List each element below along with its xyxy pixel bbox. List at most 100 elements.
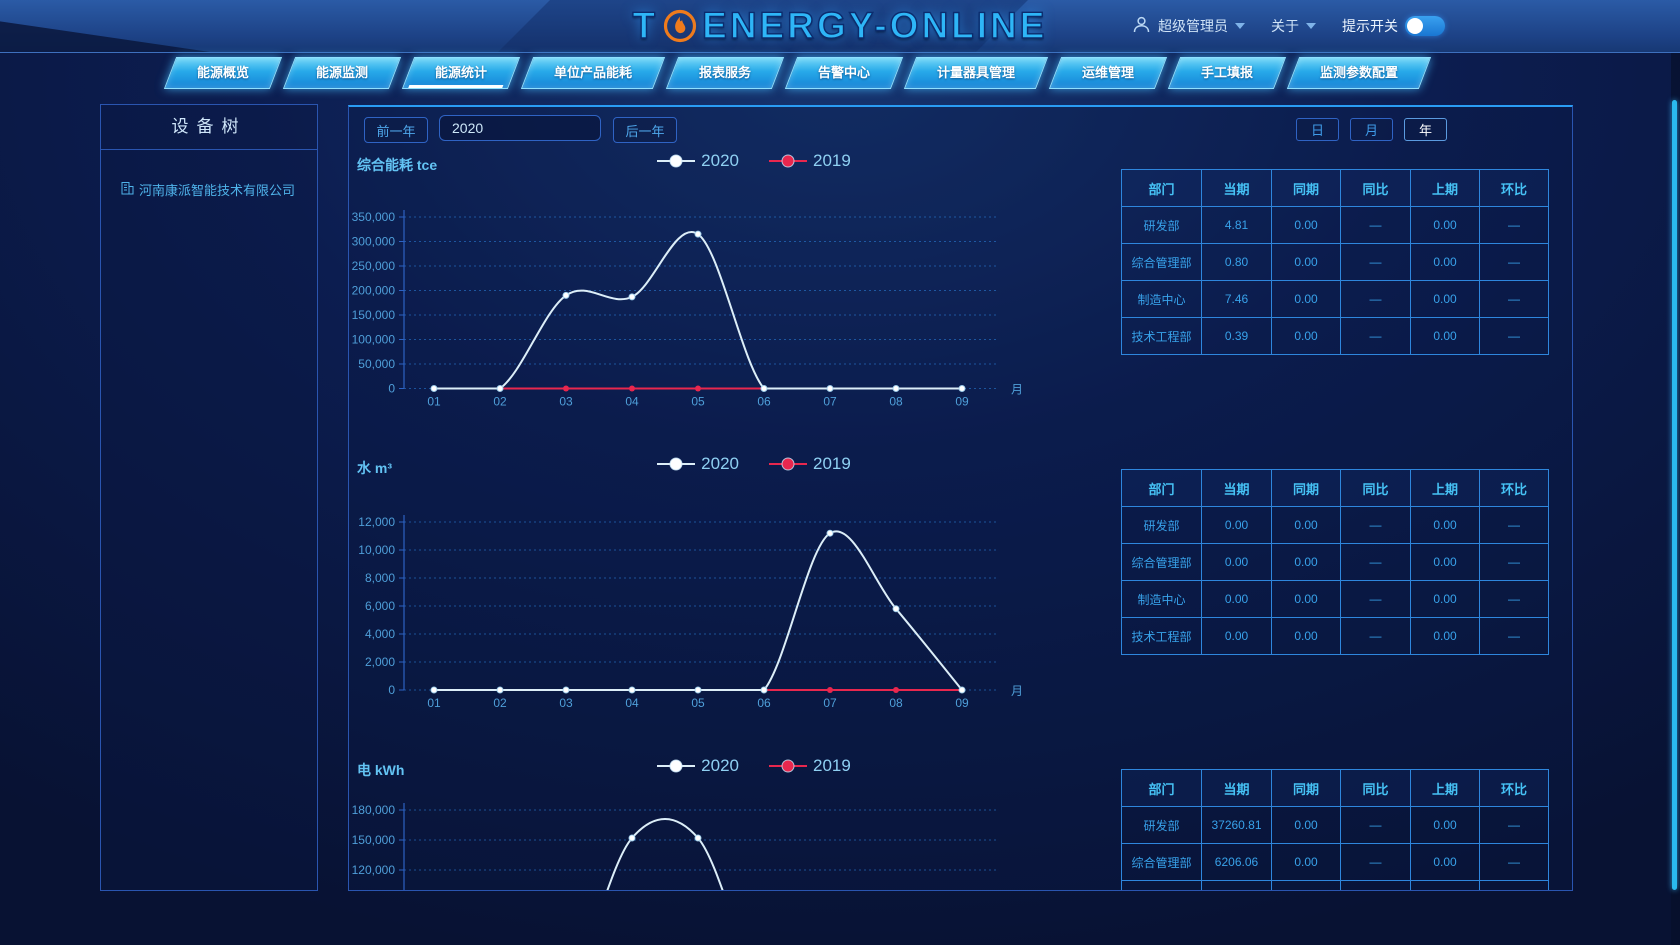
svg-text:12,000: 12,000 bbox=[358, 515, 395, 529]
tab-运维管理[interactable]: 运维管理 bbox=[1048, 57, 1168, 89]
dept-table-water: 部门 当期 同期 同比 上期 环比 研发部 0.00 0.00—0.00— 综合管理部 0.00 0.… bbox=[1121, 469, 1549, 655]
table-header-cell: 上期 bbox=[1410, 469, 1480, 507]
dept-cell: 研发部 bbox=[1121, 506, 1202, 544]
scrollbar-thumb[interactable] bbox=[1672, 100, 1677, 890]
svg-text:06: 06 bbox=[757, 696, 771, 710]
year-input[interactable] bbox=[439, 115, 601, 141]
svg-text:09: 09 bbox=[955, 395, 969, 409]
svg-text:01: 01 bbox=[427, 395, 441, 409]
legend-item-2020[interactable]: 2020 bbox=[657, 454, 739, 474]
value-cell: — bbox=[1479, 617, 1549, 655]
tips-toggle[interactable] bbox=[1405, 16, 1445, 36]
value-cell: — bbox=[1479, 243, 1549, 281]
tree-item-label: 河南康派智能技术有限公司 bbox=[139, 183, 296, 198]
table-header-cell: 同期 bbox=[1271, 469, 1341, 507]
value-cell: — bbox=[1479, 280, 1549, 318]
tab-能源监测[interactable]: 能源监测 bbox=[282, 57, 402, 89]
granularity-year[interactable]: 年 bbox=[1404, 118, 1447, 141]
svg-text:03: 03 bbox=[559, 696, 573, 710]
svg-text:180,000: 180,000 bbox=[352, 803, 396, 817]
legend-item-2019[interactable]: 2019 bbox=[769, 756, 851, 776]
dept-cell: 综合管理部 bbox=[1121, 843, 1202, 881]
table-header-cell: 同比 bbox=[1340, 169, 1411, 207]
nav-tabs: 能源概览 能源监测 能源统计 单位产品能耗 报表服务 告警中心 计量器具管理 运维管理 手工填报… bbox=[163, 57, 1432, 89]
table-row: 综合管理部 0.80 0.00—0.00— bbox=[1121, 243, 1549, 281]
legend-label: 2020 bbox=[701, 151, 739, 170]
tab-单位产品能耗[interactable]: 单位产品能耗 bbox=[520, 57, 666, 89]
table-header-row: 部门 当期 同期 同比 上期 环比 bbox=[1121, 769, 1549, 807]
about-menu[interactable]: 关于 bbox=[1271, 16, 1316, 36]
svg-text:05: 05 bbox=[691, 395, 705, 409]
tab-能源统计[interactable]: 能源统计 bbox=[401, 57, 521, 89]
legend-marker-icon bbox=[769, 154, 807, 168]
chart-title-energy: 综合能耗 tce bbox=[357, 157, 438, 173]
legend-marker-icon bbox=[769, 457, 807, 471]
value-cell: 0.00 bbox=[1271, 317, 1341, 355]
tab-计量器具管理[interactable]: 计量器具管理 bbox=[903, 57, 1049, 89]
value-cell: 0.00 bbox=[1410, 806, 1480, 844]
table-header-cell: 当期 bbox=[1201, 769, 1272, 807]
legend-item-2020[interactable]: 2020 bbox=[657, 151, 739, 171]
tree-item-company[interactable]: 河南康派智能技术有限公司 bbox=[121, 180, 317, 199]
table-row: 制造中心 7.46 0.00—0.00— bbox=[1121, 280, 1549, 318]
legend-label: 2019 bbox=[813, 454, 851, 473]
value-cell: 0.00 bbox=[1410, 243, 1480, 281]
tab-label: 告警中心 bbox=[818, 65, 871, 80]
svg-text:06: 06 bbox=[757, 395, 771, 409]
svg-text:6,000: 6,000 bbox=[365, 599, 395, 613]
tab-报表服务[interactable]: 报表服务 bbox=[665, 57, 785, 89]
value-cell: — bbox=[1340, 206, 1411, 244]
value-cell: 0.00 bbox=[1410, 580, 1480, 618]
tab-label: 能源监测 bbox=[316, 65, 369, 80]
legend-item-2019[interactable]: 2019 bbox=[769, 151, 851, 171]
svg-text:01: 01 bbox=[427, 696, 441, 710]
svg-text:200,000: 200,000 bbox=[352, 284, 396, 298]
tab-监测参数配置[interactable]: 监测参数配置 bbox=[1286, 57, 1432, 89]
tab-label: 报表服务 bbox=[699, 65, 752, 80]
legend-item-2019[interactable]: 2019 bbox=[769, 454, 851, 474]
svg-text:10,000: 10,000 bbox=[358, 543, 395, 557]
svg-text:07: 07 bbox=[823, 696, 837, 710]
granularity-month[interactable]: 月 bbox=[1350, 118, 1393, 141]
value-cell: 4.81 bbox=[1201, 206, 1272, 244]
user-menu[interactable]: 超级管理员 bbox=[1132, 15, 1245, 37]
value-cell: 6206.06 bbox=[1201, 843, 1272, 881]
caret-down-icon bbox=[1306, 23, 1316, 29]
value-cell: — bbox=[1479, 580, 1549, 618]
value-cell: 0.00 bbox=[1410, 506, 1480, 544]
svg-text:月: 月 bbox=[1011, 684, 1023, 698]
tab-label: 运维管理 bbox=[1082, 65, 1135, 80]
logo-strip bbox=[498, 0, 1028, 52]
value-cell: 0.00 bbox=[1201, 506, 1272, 544]
next-year-button[interactable]: 后一年 bbox=[613, 117, 677, 143]
svg-text:04: 04 bbox=[625, 696, 639, 710]
chart-legend-energy: 2020 2019 bbox=[589, 151, 919, 171]
user-icon bbox=[1132, 15, 1151, 37]
dept-table-energy: 部门 当期 同期 同比 上期 环比 研发部 4.81 0.00—0.00— 综合管理部 0.80 0.… bbox=[1121, 169, 1549, 355]
tab-手工填报[interactable]: 手工填报 bbox=[1167, 57, 1287, 89]
line-chart-energy: 0 50,000 100,000 150,000 200,000 250,000 300,0… bbox=[352, 210, 1023, 409]
tab-label: 能源概览 bbox=[197, 65, 250, 80]
value-cell: 0.00 bbox=[1271, 806, 1341, 844]
dept-cell: 制造中心 bbox=[1121, 580, 1202, 618]
value-cell: — bbox=[1479, 206, 1549, 244]
table-header-cell: 环比 bbox=[1479, 169, 1549, 207]
value-cell: 0.00 bbox=[1410, 206, 1480, 244]
prev-year-button[interactable]: 前一年 bbox=[364, 117, 428, 143]
granularity-group: 日月年 bbox=[1296, 118, 1447, 141]
table-header-cell: 同比 bbox=[1340, 469, 1411, 507]
value-cell: 0.00 bbox=[1410, 543, 1480, 581]
value-cell: 0.00 bbox=[1410, 843, 1480, 881]
legend-item-2020[interactable]: 2020 bbox=[657, 756, 739, 776]
value-cell: — bbox=[1340, 317, 1411, 355]
svg-text:8,000: 8,000 bbox=[365, 571, 395, 585]
caret-down-icon bbox=[1235, 23, 1245, 29]
chart-legend-water: 2020 2019 bbox=[589, 454, 919, 474]
tab-能源概览[interactable]: 能源概览 bbox=[163, 57, 283, 89]
value-cell: 0.00 bbox=[1271, 617, 1341, 655]
legend-label: 2019 bbox=[813, 151, 851, 170]
table-header-cell: 同比 bbox=[1340, 769, 1411, 807]
tab-告警中心[interactable]: 告警中心 bbox=[784, 57, 904, 89]
granularity-day[interactable]: 日 bbox=[1296, 118, 1339, 141]
value-cell: — bbox=[1479, 506, 1549, 544]
